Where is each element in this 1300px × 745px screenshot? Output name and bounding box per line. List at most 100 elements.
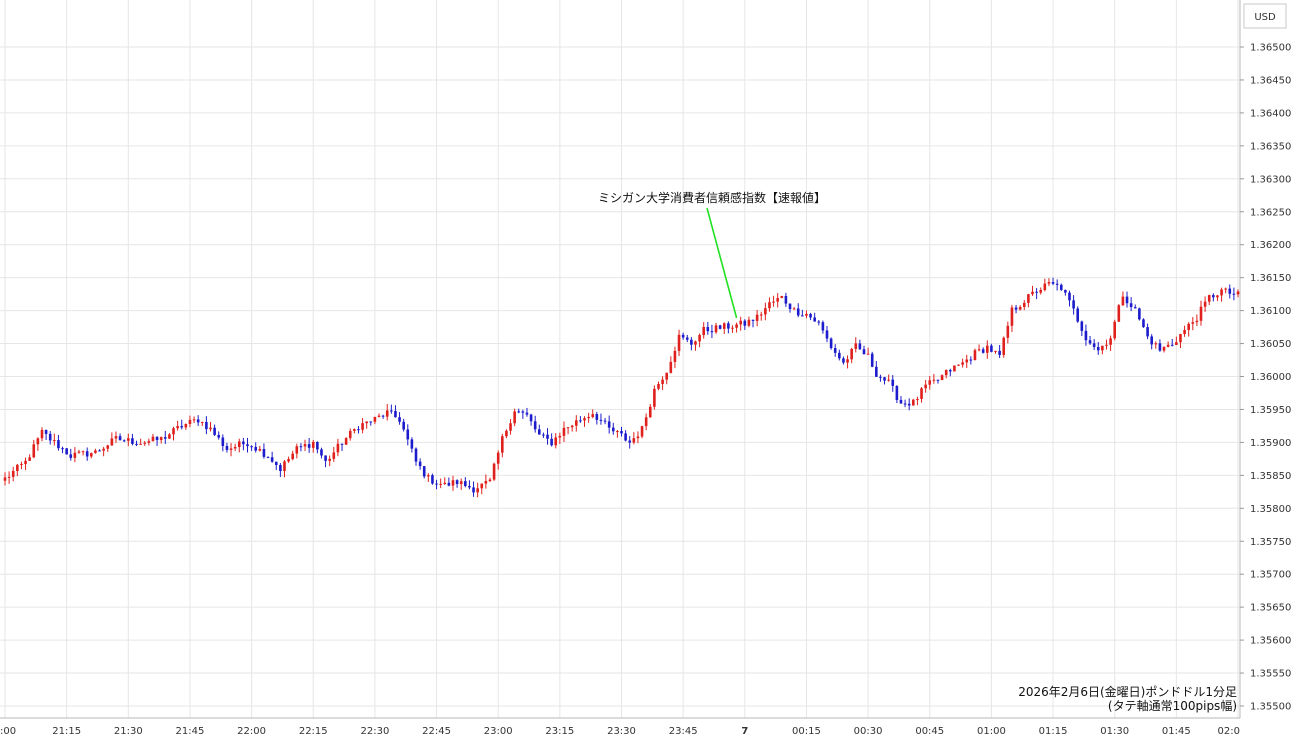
- candle-body: [879, 376, 882, 378]
- candle-body: [361, 423, 364, 430]
- y-tick-label: 1.36300: [1250, 174, 1291, 185]
- candle-body: [242, 441, 245, 445]
- candle-body: [743, 320, 747, 326]
- candle-body: [1224, 288, 1227, 290]
- candle-body: [932, 379, 936, 381]
- candle-body: [587, 416, 590, 419]
- candle-body: [739, 320, 742, 325]
- candle-body: [16, 464, 19, 472]
- candle-body: [262, 448, 266, 457]
- candle-body: [258, 448, 262, 451]
- candle-body: [1109, 338, 1112, 345]
- candle-body: [102, 448, 105, 451]
- candle-body: [488, 479, 492, 482]
- candle-body: [357, 429, 360, 431]
- candle-body: [887, 379, 890, 381]
- candle-body: [287, 459, 290, 462]
- candle-body: [1228, 288, 1232, 294]
- candle-body: [7, 476, 11, 478]
- candle-body: [459, 481, 463, 485]
- candle-body: [936, 379, 940, 381]
- candle-body: [435, 483, 438, 485]
- candle-body: [1199, 306, 1203, 321]
- candle-body: [114, 436, 118, 439]
- candle-body: [98, 450, 101, 452]
- candle-body: [838, 352, 841, 359]
- candle-body: [1022, 302, 1026, 307]
- candle-body: [254, 446, 258, 451]
- candle-body: [846, 359, 849, 363]
- candle-body: [1006, 325, 1010, 338]
- x-tick-label: 01:30: [1100, 726, 1129, 737]
- chart-note-line1: 2026年2月6日(金曜日)ポンドドル1分足: [1018, 684, 1237, 699]
- candle-body: [574, 420, 578, 426]
- candle-body: [821, 322, 825, 331]
- x-tick-label: 23:15: [545, 726, 574, 737]
- candle-body: [1092, 343, 1096, 347]
- candle-body: [427, 475, 430, 477]
- candle-body: [143, 442, 147, 444]
- candle-body: [1179, 334, 1182, 343]
- candle-body: [390, 410, 393, 412]
- candle-body: [640, 426, 644, 437]
- y-tick-label: 1.36500: [1250, 43, 1291, 54]
- candle-body: [69, 454, 73, 458]
- y-axis: 1.35500 1.35550 1.35600 1.35650 1.35700 1.357…: [1240, 43, 1291, 713]
- candle-body: [1121, 296, 1125, 306]
- y-tick-label: 1.35750: [1250, 537, 1291, 548]
- candle-body: [472, 487, 475, 493]
- candle-body: [1133, 307, 1137, 309]
- currency-box[interactable]: USD: [1243, 3, 1287, 29]
- candle-body: [981, 349, 985, 353]
- candle-body: [529, 414, 533, 422]
- candle-body: [912, 399, 915, 406]
- candle-body: [299, 446, 303, 448]
- candle-body: [957, 364, 960, 366]
- candle-body: [1051, 282, 1055, 284]
- candle-body: [316, 441, 319, 450]
- candle-body: [768, 302, 771, 309]
- candle-body: [1236, 291, 1240, 295]
- candle-body: [747, 319, 751, 326]
- candle-body: [825, 330, 829, 339]
- candle-body: [550, 438, 553, 446]
- candle-body: [509, 423, 512, 431]
- candle-body: [135, 443, 138, 445]
- candle-body: [332, 452, 336, 459]
- candle-body: [895, 385, 899, 400]
- candle-body: [40, 429, 44, 439]
- candle-body: [632, 438, 636, 443]
- candle-body: [1035, 291, 1038, 293]
- candle-body: [480, 483, 484, 489]
- candle-body: [394, 411, 397, 418]
- candle-body: [611, 427, 615, 432]
- candle-body: [283, 461, 286, 471]
- y-tick-label: 1.35700: [1250, 570, 1291, 581]
- candle-body: [653, 388, 656, 407]
- candle-body: [1232, 293, 1236, 295]
- candle-body: [274, 461, 278, 466]
- candle-body: [579, 420, 582, 422]
- candle-body: [1146, 327, 1149, 337]
- candle-body: [607, 421, 611, 428]
- candle-body: [903, 403, 907, 405]
- candle-body: [443, 482, 447, 484]
- candle-body: [566, 427, 570, 429]
- x-tick-label: 00:30: [854, 726, 883, 737]
- candle-body: [1055, 283, 1059, 285]
- x-tick-label: 21:15: [52, 726, 81, 737]
- candle-body: [209, 427, 212, 430]
- candle-body: [422, 466, 426, 477]
- candle-body: [809, 313, 812, 318]
- candle-body: [899, 399, 903, 404]
- candle-body: [953, 365, 956, 372]
- chart-note-line2: (タテ軸通常100pips幅): [1108, 698, 1237, 713]
- y-tick-label: 1.35600: [1250, 636, 1291, 647]
- candle-body: [1018, 306, 1022, 310]
- candle-body: [727, 323, 730, 329]
- chart-note: 2026年2月6日(金曜日)ポンドドル1分足 (タテ軸通常100pips幅): [1018, 684, 1237, 713]
- candle-body: [554, 437, 558, 446]
- candle-body: [418, 461, 422, 467]
- candle-body: [1002, 337, 1006, 355]
- candle-body: [451, 480, 455, 486]
